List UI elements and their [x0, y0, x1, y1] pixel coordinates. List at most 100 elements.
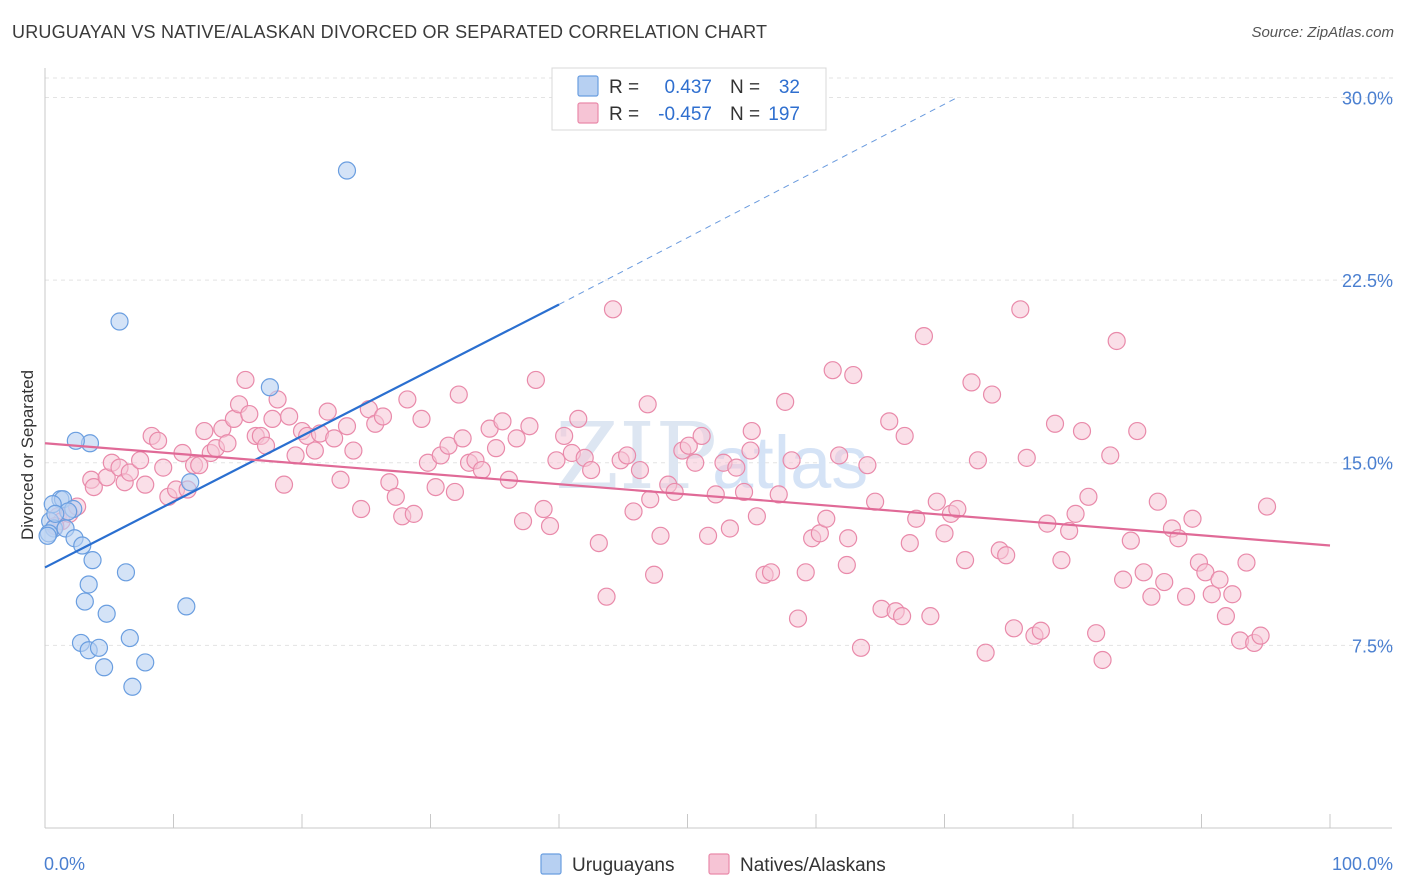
point-uruguayans-19	[83, 551, 102, 570]
point-uruguayans-27	[89, 638, 109, 657]
legend-r-label-1: R =	[609, 104, 639, 125]
point-uruguayans-20	[116, 563, 136, 582]
point-natives-alaskans-76	[534, 499, 553, 519]
trend-lines	[44, 97, 1331, 569]
point-natives-alaskans-11	[120, 463, 139, 482]
point-uruguayans-16	[46, 504, 65, 523]
point-natives-alaskans-27	[218, 434, 237, 453]
stats-legend: R = 0.437 N = 32 R = -0.457 N = 197	[551, 67, 827, 131]
point-natives-alaskans-158	[1101, 446, 1120, 465]
point-natives-alaskans-170	[1183, 509, 1202, 528]
point-natives-alaskans-74	[520, 417, 539, 436]
point-natives-alaskans-139	[968, 451, 988, 470]
point-natives-alaskans-138	[962, 373, 981, 392]
point-natives-alaskans-152	[1060, 521, 1079, 541]
point-natives-alaskans-106	[741, 441, 760, 460]
point-natives-alaskans-72	[507, 429, 526, 448]
point-natives-alaskans-79	[555, 426, 574, 446]
point-natives-alaskans-22	[190, 456, 209, 475]
point-natives-alaskans-134	[935, 524, 954, 543]
point-natives-alaskans-146	[1017, 448, 1036, 467]
point-natives-alaskans-60	[426, 477, 445, 497]
legend-n-value-1: 197	[768, 104, 800, 125]
point-natives-alaskans-92	[644, 565, 664, 584]
x-tick-label-1: 100.0%	[1332, 854, 1393, 874]
point-uruguayans-5	[260, 378, 279, 397]
point-natives-alaskans-182	[742, 421, 761, 441]
bottom-legend-label-uruguayans: Uruguayans	[572, 855, 674, 876]
point-natives-alaskans-99	[692, 426, 711, 446]
point-uruguayans-22	[75, 592, 94, 611]
point-natives-alaskans-57	[404, 504, 423, 523]
point-natives-alaskans-123	[858, 456, 877, 475]
point-natives-alaskans-154	[1072, 421, 1092, 441]
legend-n-label-1: N =	[730, 104, 760, 125]
point-natives-alaskans-67	[472, 460, 491, 480]
point-natives-alaskans-117	[817, 509, 836, 528]
point-natives-alaskans-120	[837, 555, 856, 575]
point-natives-alaskans-56	[398, 390, 417, 409]
point-natives-alaskans-159	[1107, 331, 1126, 351]
point-uruguayans-29	[95, 658, 114, 677]
y-tick-label-2: 22.5%	[1342, 271, 1393, 291]
point-natives-alaskans-110	[769, 485, 788, 504]
y-axis-label: Divorced or Separated	[18, 370, 37, 540]
axes	[44, 68, 1392, 829]
point-natives-alaskans-137	[955, 551, 975, 570]
point-natives-alaskans-140	[976, 643, 995, 662]
legend-n-label-0: N =	[730, 77, 760, 98]
point-natives-alaskans-163	[1134, 563, 1153, 582]
point-natives-alaskans-58	[412, 409, 431, 429]
y-tick-labels: 7.5% 15.0% 22.5% 30.0%	[1342, 88, 1393, 656]
y-tick-label-3: 30.0%	[1342, 88, 1393, 108]
point-uruguayans-6	[181, 473, 200, 492]
point-natives-alaskans-30	[236, 370, 255, 390]
point-natives-alaskans-48	[344, 441, 363, 460]
point-natives-alaskans-155	[1079, 487, 1098, 506]
x-tick-labels: 0.0% 100.0%	[44, 854, 1393, 874]
legend-swatch-uruguayans	[577, 75, 599, 97]
point-natives-alaskans-164	[1142, 587, 1161, 606]
point-natives-alaskans-104	[727, 458, 746, 477]
point-natives-alaskans-46	[331, 470, 350, 489]
point-natives-alaskans-44	[318, 402, 337, 421]
x-tick-label-0: 0.0%	[44, 854, 85, 874]
point-natives-alaskans-156	[1087, 624, 1106, 643]
series-legend: Uruguayans Natives/Alaskans	[540, 853, 886, 876]
point-natives-alaskans-15	[148, 431, 168, 450]
legend-n-value-0: 32	[779, 77, 800, 98]
point-natives-alaskans-161	[1121, 531, 1140, 550]
point-natives-alaskans-105	[734, 482, 754, 502]
point-natives-alaskans-103	[720, 519, 740, 538]
point-natives-alaskans-118	[823, 361, 842, 380]
trend-line-uruguayans-extension	[558, 97, 958, 305]
point-natives-alaskans-174	[1210, 570, 1229, 589]
trend-line-uruguayans	[44, 303, 560, 569]
point-natives-alaskans-180	[1251, 626, 1270, 645]
point-natives-alaskans-42	[305, 441, 324, 460]
point-natives-alaskans-111	[776, 392, 795, 411]
point-natives-alaskans-132	[921, 607, 940, 626]
point-natives-alaskans-148	[1031, 621, 1050, 640]
point-natives-alaskans-13	[136, 475, 155, 494]
point-natives-alaskans-144	[1004, 619, 1023, 638]
point-natives-alaskans-52	[373, 407, 393, 426]
point-natives-alaskans-151	[1052, 551, 1071, 570]
point-uruguayans-31	[38, 526, 57, 545]
bottom-legend-swatch-natives-alaskans	[708, 853, 730, 875]
point-natives-alaskans-88	[618, 446, 637, 465]
point-natives-alaskans-143	[997, 546, 1016, 565]
y-tick-label-0: 7.5%	[1352, 636, 1393, 656]
point-natives-alaskans-145	[1011, 300, 1030, 319]
point-natives-alaskans-70	[493, 412, 512, 431]
point-natives-alaskans-176	[1223, 585, 1242, 604]
point-natives-alaskans-184	[449, 385, 468, 404]
point-natives-alaskans-107	[747, 507, 766, 526]
point-natives-alaskans-119	[830, 446, 849, 465]
point-uruguayans-30	[123, 677, 142, 696]
point-natives-alaskans-39	[286, 446, 305, 465]
point-natives-alaskans-37	[274, 475, 294, 494]
point-natives-alaskans-35	[263, 409, 282, 429]
point-natives-alaskans-101	[706, 485, 725, 504]
legend-r-value-0: 0.437	[664, 77, 712, 98]
